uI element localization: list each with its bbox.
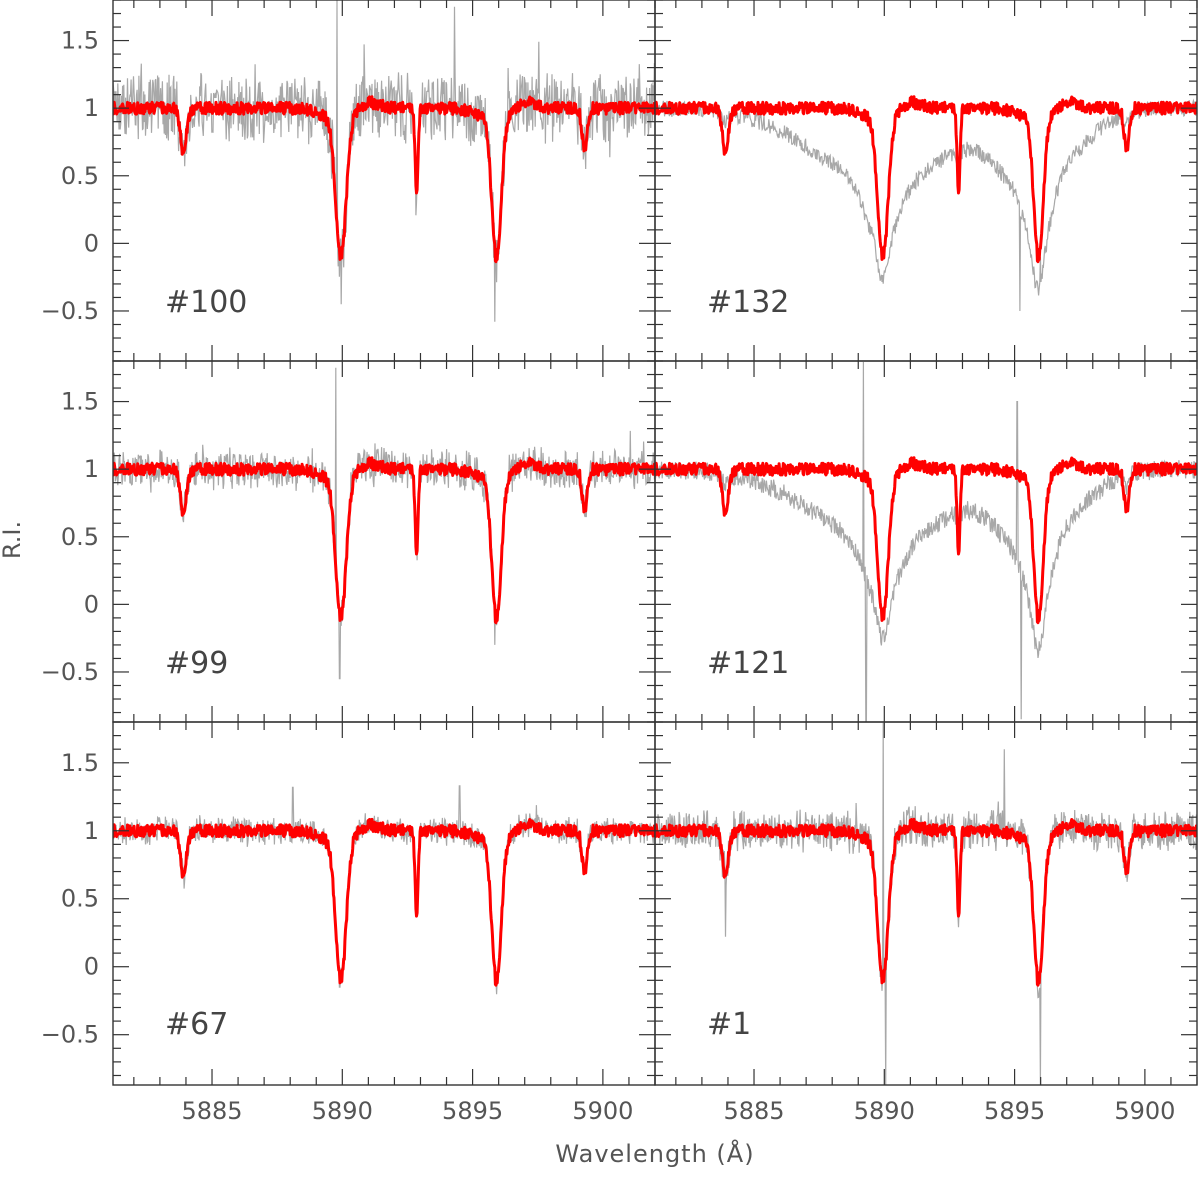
panel-label: #67 [165,1007,228,1042]
x-tick-label: 5890 [854,1097,915,1125]
x-tick-label: 5885 [723,1097,784,1125]
x-tick-label: 5895 [984,1097,1045,1125]
y-tick-label: −0.5 [41,297,99,325]
observed-spectrum-132 [655,98,1197,312]
panel-label: #121 [707,646,789,681]
template-spectrum-1 [655,817,1197,987]
x-tick-label: 5885 [181,1097,242,1125]
y-axis-title: R.I. [0,521,26,559]
y-tick-label: 0 [84,590,99,618]
y-tick-label: 0.5 [61,523,99,551]
panel-1: 5885 5890 5895 5900 #1 [654,721,1198,1125]
y-tick-label: 1.5 [61,749,99,777]
y-tick-label: −0.5 [41,1021,99,1049]
panel-67: −0.5 0 0.5 1 1.5 5885 5890 5895 5900 #67 [41,721,656,1125]
panel-label: #100 [165,285,247,320]
template-spectrum-132 [655,95,1197,264]
x-tick-label: 5900 [1114,1097,1175,1125]
y-tick-label: 1 [84,94,99,122]
panel-99: −0.5 0 0.5 1 1.5 #99 [41,360,656,723]
y-tick-label: −0.5 [41,658,99,686]
panel-frame [654,721,1198,1086]
template-spectrum-67 [113,817,655,987]
panel-121: #121 [654,360,1198,723]
y-tick-label: 0 [84,953,99,981]
observed-spectrum-1 [655,722,1197,1085]
x-axis-title: Wavelength (Å) [555,1139,754,1168]
template-spectrum-100 [113,95,655,264]
panel-label: #132 [707,285,789,320]
x-tick-label: 5895 [442,1097,503,1125]
panel-label: #99 [165,646,228,681]
observed-spectrum-67 [113,785,655,995]
x-tick-label: 5900 [572,1097,633,1125]
template-spectrum-121 [655,456,1197,625]
y-tick-label: 1 [84,817,99,845]
y-tick-label: 1.5 [61,27,99,55]
y-tick-label: 0.5 [61,162,99,190]
template-spectrum-99 [113,456,655,625]
panels-group: −0.5 0 0.5 1 1.5 #100 #132 −0.5 0 0.5 1 1.5 #99 #121 −… [41,0,1198,1125]
y-tick-label: 0 [84,229,99,257]
panel-label: #1 [707,1007,751,1042]
x-tick-label: 5890 [312,1097,373,1125]
panel-100: −0.5 0 0.5 1 1.5 #100 [41,0,656,362]
observed-spectrum-100 [113,0,655,322]
y-tick-label: 1.5 [61,388,99,416]
panel-132: #132 [654,0,1198,362]
y-tick-label: 0.5 [61,885,99,913]
observed-spectrum-99 [113,367,655,680]
y-tick-label: 1 [84,455,99,483]
